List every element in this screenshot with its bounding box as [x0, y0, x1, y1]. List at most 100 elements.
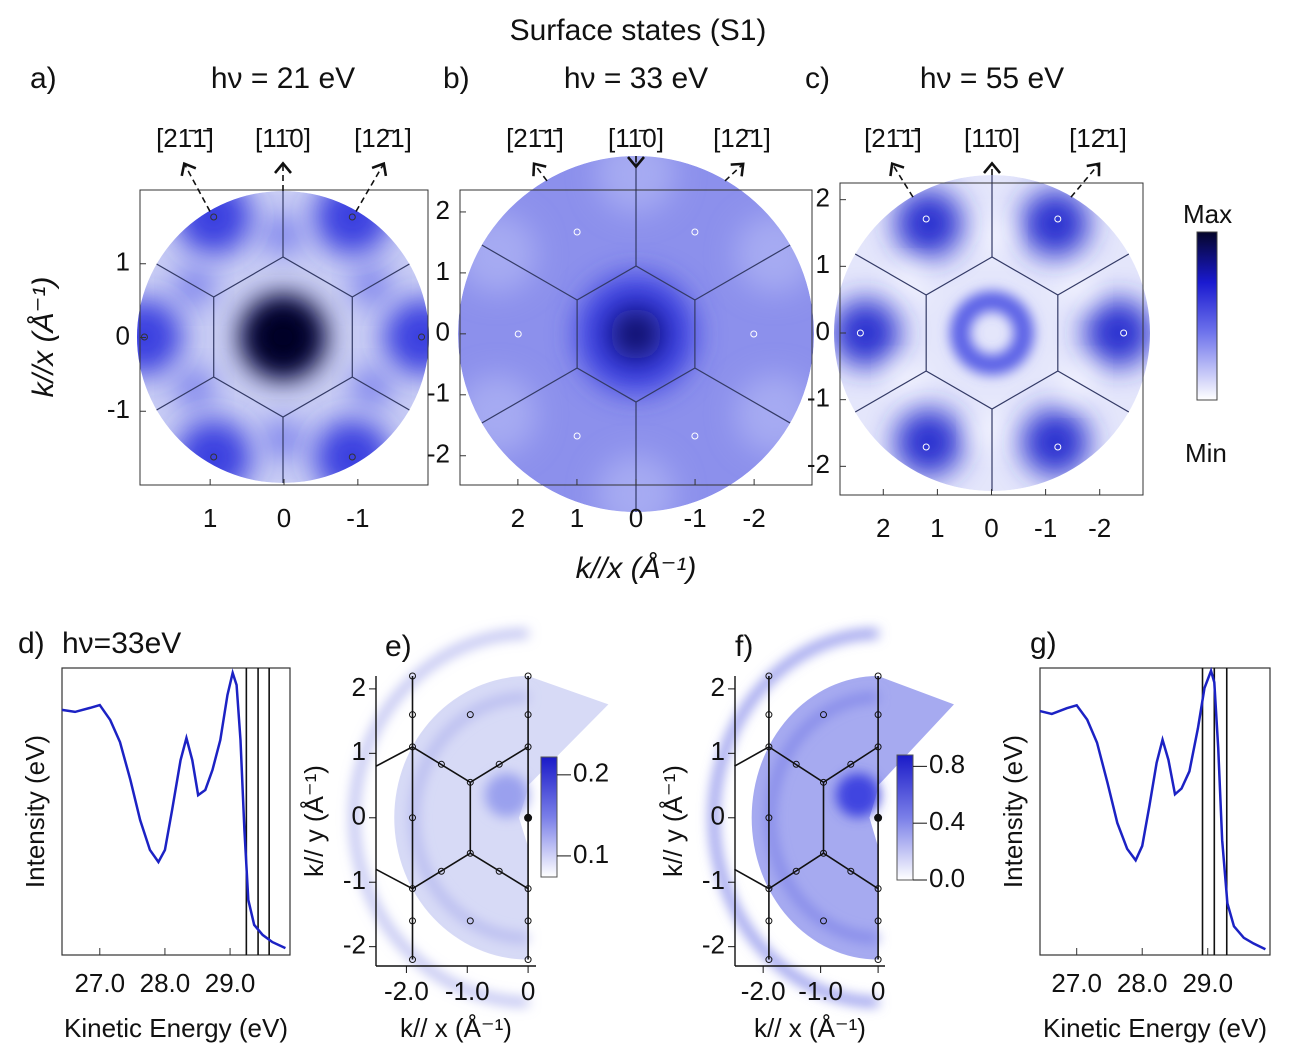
y-axis-label: Intensity (eV)	[998, 735, 1028, 888]
plot-frame	[1039, 667, 1271, 956]
x-tick-label: 2	[876, 513, 890, 543]
map-image	[458, 156, 814, 512]
zone-point	[820, 917, 828, 925]
map-image	[350, 629, 609, 1007]
zone-point	[765, 885, 773, 893]
zone-point	[348, 453, 356, 461]
direction-label: [21̄1̄]	[864, 123, 922, 153]
colorbar	[540, 756, 558, 878]
panel-title: hν=33eV	[62, 627, 181, 660]
x-tick-label: -2.0	[741, 976, 786, 1006]
y-tick-label: -2	[343, 930, 366, 960]
y-axis-label: k// y (Å⁻¹)	[299, 765, 329, 877]
direction-label: [11̄0]	[255, 123, 311, 153]
panel-title: hν = 55 eV	[920, 62, 1064, 95]
zone-line	[734, 868, 770, 890]
direction-arrow	[724, 162, 745, 182]
map-arc	[709, 629, 879, 1007]
zone-point	[765, 743, 773, 751]
colorbar-tick-label: 0.1	[573, 839, 609, 869]
direction-label: [12̄1]	[354, 123, 412, 153]
plot-frame	[61, 667, 291, 956]
map-blob	[1021, 189, 1090, 258]
zone-line	[375, 746, 413, 767]
x-tick-label: 2	[511, 503, 525, 533]
colorbar-min: Min	[1185, 438, 1227, 468]
y-axis-label: Intensity (eV)	[20, 735, 50, 888]
zone-point	[409, 814, 417, 822]
zone-point	[847, 867, 855, 875]
y-tick-label: 1	[352, 736, 366, 766]
zone-point	[524, 917, 532, 925]
x-tick-label: 27.0	[74, 968, 125, 998]
colorbar-tick-label: 0.4	[929, 806, 965, 836]
spectrum-line	[61, 668, 286, 950]
x-tick-label: -1.0	[445, 976, 490, 1006]
zone-point	[409, 743, 417, 751]
zone-point	[765, 711, 773, 719]
zone-point	[524, 885, 532, 893]
x-tick-label: -2	[1088, 513, 1111, 543]
panel-label: d)	[18, 627, 45, 660]
panel-label: c)	[805, 62, 830, 95]
map-blob	[314, 419, 391, 483]
zone-point	[691, 432, 699, 440]
map-image	[137, 191, 429, 483]
y-tick-label: 0	[711, 801, 725, 831]
zone-point	[1054, 215, 1062, 223]
direction-label: [12̄1]	[713, 123, 771, 153]
zone-point	[437, 760, 445, 768]
colorbar-tick-label: 0.8	[929, 749, 965, 779]
y-axis-label: k//x (Å⁻¹)	[27, 277, 60, 398]
zone-point	[210, 453, 218, 461]
map-blob	[894, 408, 963, 477]
colorbar-tick-label: 0.2	[573, 758, 609, 788]
direction-arrow	[889, 161, 914, 198]
map-blob	[610, 308, 662, 360]
zone-point	[820, 778, 828, 786]
colorbar	[1196, 231, 1218, 401]
y-tick-label: 2	[711, 672, 725, 702]
y-tick-label: 1	[711, 736, 725, 766]
x-tick-label: 0	[984, 513, 998, 543]
zone-point	[820, 711, 828, 719]
x-axis-label: k// x (Å⁻¹)	[754, 1013, 866, 1043]
x-tick-label: -1	[683, 503, 706, 533]
zone-point	[765, 814, 773, 822]
map-bg	[834, 175, 1150, 491]
zone-point	[409, 672, 417, 680]
zone-point	[495, 867, 503, 875]
x-axis-label: k//x (Å⁻¹)	[576, 552, 697, 585]
zone-point	[1120, 329, 1128, 337]
zone-point	[524, 956, 532, 964]
zone-point	[348, 213, 356, 221]
y-tick-label: -1	[427, 378, 450, 408]
figure-title: Surface states (S1)	[510, 14, 767, 47]
zone-point	[466, 778, 474, 786]
zone-point	[765, 672, 773, 680]
zone-point	[874, 917, 882, 925]
y-tick-label: 0	[116, 320, 130, 350]
x-tick-label: -1	[346, 503, 369, 533]
y-tick-label: 1	[816, 249, 830, 279]
map-ring	[950, 291, 1034, 375]
x-tick-label: 28.0	[1117, 968, 1168, 998]
zone-point	[466, 917, 474, 925]
y-tick-label: -1	[702, 865, 725, 895]
x-axis-label: k// x (Å⁻¹)	[400, 1013, 512, 1043]
x-tick-label: 0	[871, 976, 885, 1006]
zone-point	[524, 743, 532, 751]
y-tick-label: 2	[352, 672, 366, 702]
colorbar	[896, 754, 914, 881]
zone-point	[874, 885, 882, 893]
zone-point	[792, 867, 800, 875]
zone-point	[922, 443, 930, 451]
map-blob	[1021, 408, 1090, 477]
map-arc	[350, 629, 529, 1007]
zone-point	[874, 672, 882, 680]
map-arc	[766, 693, 879, 943]
zone-point	[874, 743, 882, 751]
zone-point	[409, 917, 417, 925]
map-blob	[1084, 299, 1150, 367]
